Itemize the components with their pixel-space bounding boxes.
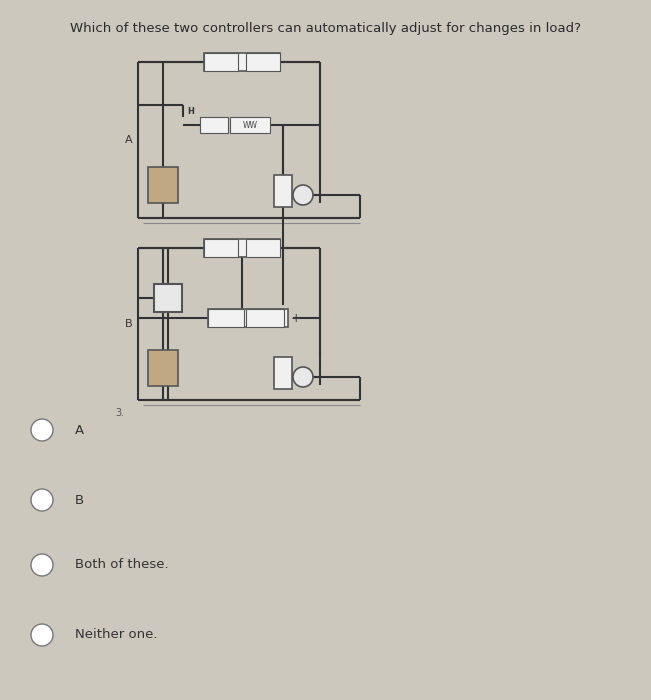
Bar — [246, 53, 280, 71]
Bar — [208, 309, 244, 327]
Text: A: A — [125, 135, 133, 145]
Circle shape — [31, 554, 53, 576]
Text: WW: WW — [243, 120, 258, 130]
Bar — [200, 117, 228, 133]
Bar — [230, 117, 270, 133]
Bar — [274, 357, 292, 389]
Bar — [208, 309, 288, 327]
Bar — [274, 175, 292, 207]
Circle shape — [31, 624, 53, 646]
Bar — [204, 239, 238, 257]
Bar — [246, 309, 284, 327]
Text: 3.: 3. — [115, 408, 124, 418]
Bar — [148, 350, 178, 386]
Text: Both of these.: Both of these. — [75, 559, 169, 571]
Text: A: A — [75, 424, 84, 437]
Bar — [204, 53, 280, 71]
Bar — [204, 53, 238, 71]
Circle shape — [293, 367, 313, 387]
Text: Which of these two controllers can automatically adjust for changes in load?: Which of these two controllers can autom… — [70, 22, 581, 35]
Text: B: B — [125, 319, 133, 329]
Circle shape — [31, 419, 53, 441]
Text: Neither one.: Neither one. — [75, 629, 158, 641]
Circle shape — [31, 489, 53, 511]
Text: +: + — [291, 312, 301, 325]
Bar — [154, 284, 182, 312]
Bar — [246, 239, 280, 257]
Text: H: H — [187, 106, 195, 116]
Bar — [148, 167, 178, 203]
Text: B: B — [75, 494, 84, 507]
Circle shape — [293, 185, 313, 205]
Bar — [204, 239, 280, 257]
